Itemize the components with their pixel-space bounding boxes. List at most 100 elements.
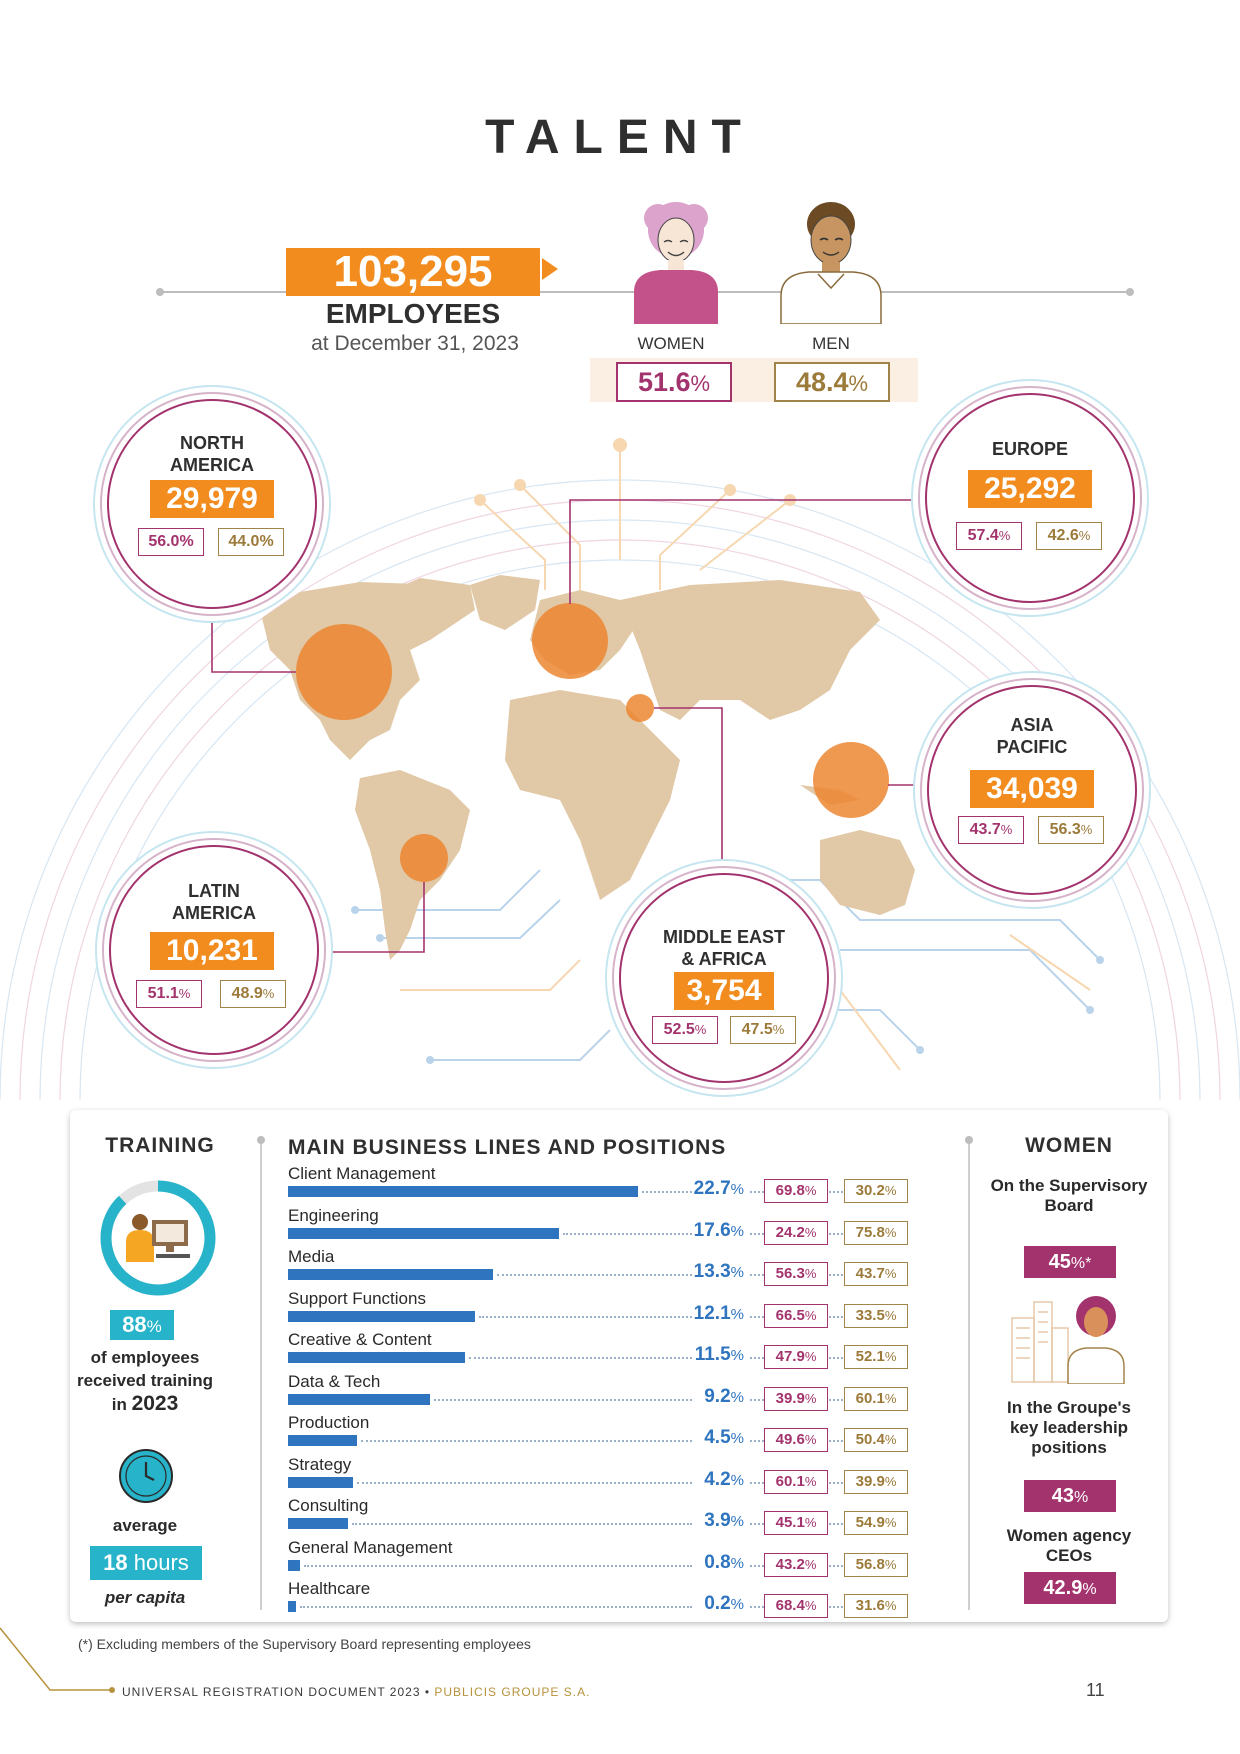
training-year: 2023	[131, 1392, 179, 1415]
business-line-row: Data & Tech 9.2% 39.9% 60.1%	[288, 1372, 968, 1414]
business-line-pct: 22.7%	[664, 1178, 744, 1200]
region-women-pct: 56.0%	[138, 528, 204, 556]
business-line-men: 50.4%	[844, 1428, 908, 1452]
training-hours-badge: 18 hours	[90, 1546, 202, 1580]
business-line-leader	[300, 1606, 692, 1608]
business-line-men: 30.2%	[844, 1179, 908, 1203]
training-line1: of employees	[90, 1348, 200, 1367]
business-line-leader	[750, 1357, 764, 1359]
region-women-value: 57.4	[967, 527, 999, 544]
business-line-leader	[356, 1481, 692, 1484]
business-line-leader	[750, 1440, 764, 1442]
business-line-row: Support Functions 12.1% 66.5% 33.5%	[288, 1289, 968, 1331]
women-ceo-value: 42.9	[1043, 1577, 1083, 1599]
arrow-right-icon	[542, 258, 558, 280]
business-line-women-sign: %	[804, 1432, 817, 1447]
business-line-women-value: 43.2	[775, 1555, 805, 1573]
business-line-men: 60.1%	[844, 1386, 908, 1411]
business-line-men: 56.8%	[844, 1552, 908, 1577]
business-line-row: Strategy 4.2% 60.1% 39.9%	[288, 1455, 968, 1497]
footer-company: PUBLICIS GROUPE S.A.	[434, 1685, 591, 1699]
business-line-women: 66.5%	[764, 1303, 828, 1328]
region-name-line2: AMERICA	[172, 903, 256, 923]
business-line-men-value: 54.9	[855, 1514, 885, 1531]
region-name-line1: LATIN	[188, 881, 240, 901]
business-line-pct-sign: %	[730, 1264, 744, 1281]
business-line-men: 31.6%	[844, 1594, 908, 1618]
panel-separator-right	[968, 1140, 970, 1610]
business-line-pct: 4.2%	[664, 1469, 744, 1491]
training-pct-value: 88	[122, 1312, 147, 1337]
business-line-women: 45.1%	[764, 1511, 828, 1535]
separator-dot	[965, 1136, 973, 1144]
man-avatar-icon	[780, 202, 882, 324]
business-line-pct-sign: %	[730, 1388, 744, 1406]
stats-panel: TRAINING 88% of employees received train…	[70, 1110, 1168, 1622]
business-line-women-sign: %	[804, 1390, 817, 1406]
business-line-pct-sign: %	[730, 1554, 744, 1572]
business-line-leader	[478, 1315, 692, 1318]
business-line-leader	[829, 1232, 843, 1235]
business-line-leader	[829, 1315, 843, 1318]
region-men-pct: 48.9%	[220, 980, 286, 1008]
business-line-leader	[750, 1523, 764, 1525]
employees-total: 103,295	[286, 248, 540, 296]
business-line-women-value: 66.5	[775, 1306, 805, 1324]
business-line-leader	[750, 1232, 764, 1235]
business-line-leader	[750, 1315, 764, 1318]
business-line-women: 47.9%	[764, 1345, 828, 1369]
business-line-leader	[469, 1357, 692, 1359]
women-supervisory-suffix: %*	[1070, 1255, 1092, 1272]
business-line-pct-sign: %	[730, 1181, 744, 1198]
business-line-pct: 9.2%	[664, 1386, 744, 1408]
training-hours-num: 18	[103, 1550, 128, 1575]
footer-bullet: •	[420, 1685, 435, 1699]
business-line-men-value: 52.1	[855, 1348, 885, 1365]
business-line-women-value: 39.9	[775, 1389, 805, 1407]
business-line-women: 49.6%	[764, 1428, 828, 1452]
business-line-men-sign: %	[884, 1390, 897, 1406]
region-women-pct: 51.1%	[136, 980, 202, 1008]
business-line-leader	[829, 1398, 843, 1401]
business-line-women-sign: %	[804, 1183, 817, 1198]
business-line-men: 33.5%	[844, 1303, 908, 1328]
business-line-men: 75.8%	[844, 1220, 908, 1245]
region-women-sign: %	[694, 1022, 707, 1037]
business-line-row: Engineering 17.6% 24.2% 75.8%	[288, 1206, 968, 1248]
business-line-men-sign: %	[884, 1432, 897, 1447]
business-line-men-value: 31.6	[855, 1597, 885, 1614]
women-leadership-label-1: In the Groupe's	[1007, 1398, 1131, 1417]
business-line-leader	[829, 1440, 843, 1442]
region-women-value: 52.5	[663, 1021, 695, 1038]
region-asia-pacific: ASIA PACIFIC 34,039 43.7% 56.3%	[912, 670, 1152, 910]
business-line-men-value: 50.4	[855, 1431, 885, 1448]
region-middle-east-africa: MIDDLE EAST & AFRICA 3,754 52.5% 47.5%	[604, 858, 844, 1098]
training-line3-prefix: in	[111, 1395, 132, 1414]
business-line-leader	[829, 1191, 843, 1193]
business-line-leader	[750, 1606, 764, 1608]
training-hours-unit: hours	[127, 1550, 189, 1575]
business-line-pct: 0.8%	[664, 1552, 744, 1574]
business-line-bar	[288, 1476, 353, 1488]
men-pct-sign: %	[848, 371, 869, 396]
business-line-value: 22.7	[693, 1178, 731, 1199]
region-name-line1: EUROPE	[991, 439, 1069, 459]
women-supervisory-label-2: Board	[1044, 1196, 1094, 1215]
footnote: (*) Excluding members of the Supervisory…	[78, 1636, 531, 1652]
business-line-label: Data & Tech	[288, 1371, 381, 1391]
training-line2: received training	[76, 1371, 214, 1390]
business-line-pct: 0.2%	[664, 1593, 744, 1615]
business-line-row: Healthcare 0.2% 68.4% 31.6%	[288, 1579, 968, 1621]
business-line-label: Engineering	[288, 1205, 379, 1225]
businesswoman-city-icon	[1011, 1296, 1125, 1384]
region-count: 29,979	[150, 480, 274, 518]
business-line-label: Strategy	[288, 1454, 352, 1474]
business-line-pct: 3.9%	[664, 1510, 744, 1532]
business-line-women-value: 68.4	[775, 1597, 805, 1614]
employees-date: at December 31, 2023	[311, 332, 519, 355]
business-line-men: 54.9%	[844, 1511, 908, 1535]
business-line-bar	[288, 1186, 638, 1197]
region-count: 10,231	[150, 932, 274, 970]
business-line-leader	[750, 1191, 764, 1193]
business-line-women: 43.2%	[764, 1552, 828, 1577]
